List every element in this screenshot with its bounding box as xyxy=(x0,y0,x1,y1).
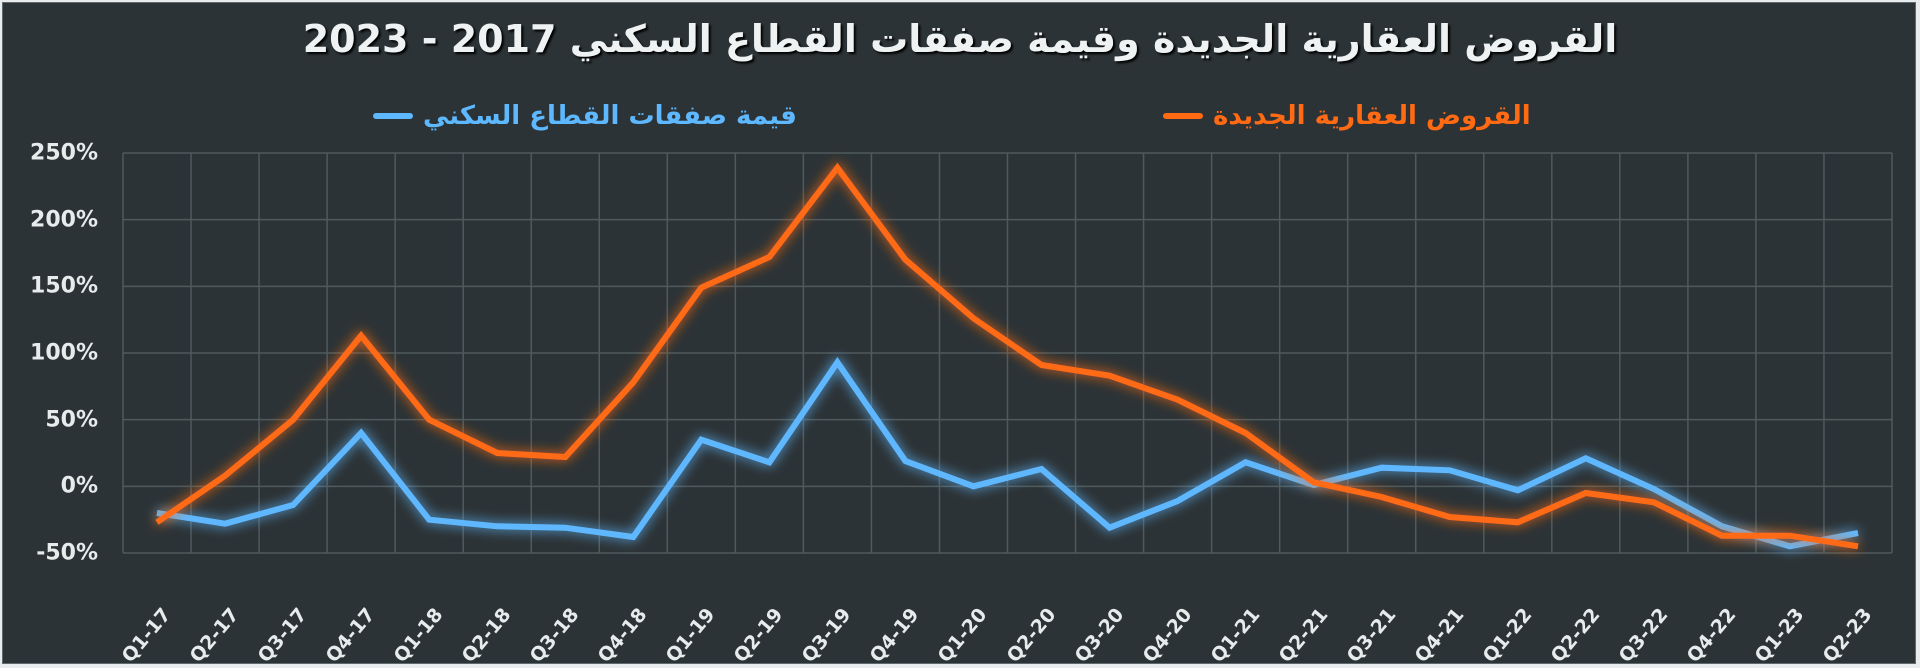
y-tick-label: 50% xyxy=(45,407,98,433)
legend-label-transactions: قيمة صفقات القطاع السكني xyxy=(423,101,797,131)
y-tick-label: 100% xyxy=(30,340,98,366)
legend-swatch-blue-icon xyxy=(373,113,413,119)
legend-item-transactions: قيمة صفقات القطاع السكني xyxy=(373,101,797,131)
series-line-mortgages xyxy=(155,162,1859,550)
plot-area xyxy=(122,152,1893,554)
y-tick-label: 0% xyxy=(60,473,98,499)
series-line-transactions xyxy=(156,356,1859,550)
legend-item-mortgages: القروض العقارية الجديدة xyxy=(1163,101,1531,131)
chart-title: القروض العقارية الجديدة وقيمة صفقات القط… xyxy=(302,17,1618,61)
grid-lines xyxy=(122,152,1893,554)
legend-swatch-orange-icon xyxy=(1163,113,1203,119)
legend-label-mortgages: القروض العقارية الجديدة xyxy=(1213,101,1531,131)
y-tick-label: 150% xyxy=(30,273,98,299)
y-tick-label: -50% xyxy=(36,540,98,566)
y-tick-label: 250% xyxy=(30,140,98,166)
y-tick-label: 200% xyxy=(30,207,98,233)
